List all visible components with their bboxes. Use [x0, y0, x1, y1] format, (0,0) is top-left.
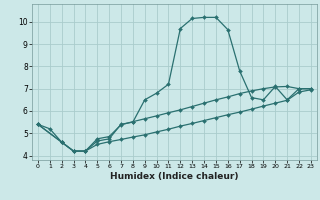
X-axis label: Humidex (Indice chaleur): Humidex (Indice chaleur) [110, 172, 239, 181]
